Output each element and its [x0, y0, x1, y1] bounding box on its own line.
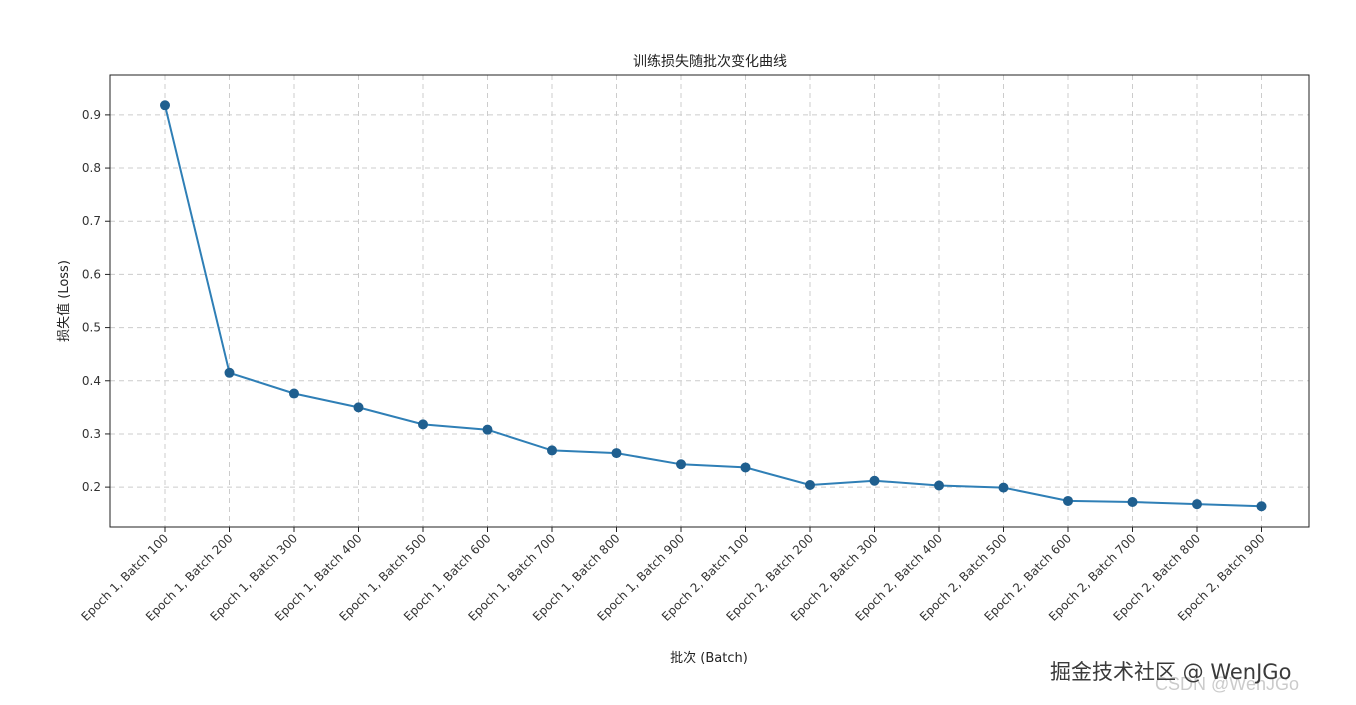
data-point — [353, 402, 364, 413]
data-point — [805, 479, 815, 490]
grid — [110, 75, 1309, 527]
y-tick-label: 0.8 — [82, 161, 101, 175]
data-point — [611, 448, 622, 459]
series — [160, 100, 1267, 512]
data-point — [160, 100, 170, 111]
data-point — [998, 482, 1009, 493]
y-tick-label: 0.3 — [82, 427, 101, 441]
y-axis: 0.2 0.3 0.4 0.5 0.6 0.7 0.8 0.9 — [82, 108, 110, 494]
data-point — [1256, 501, 1267, 512]
data-point — [740, 462, 751, 473]
data-point — [224, 367, 235, 378]
data-point — [418, 419, 428, 430]
data-point — [1127, 497, 1138, 508]
data-point — [934, 480, 944, 491]
data-point — [1192, 499, 1202, 510]
data-point — [1063, 495, 1073, 506]
data-point — [289, 388, 299, 399]
data-point — [869, 475, 880, 486]
data-point — [482, 424, 493, 435]
data-point — [547, 445, 557, 456]
chart-title: 训练损失随批次变化曲线 — [633, 54, 787, 70]
y-tick-label: 0.7 — [82, 214, 101, 228]
y-axis-label: 损失值 (Loss) — [56, 260, 72, 342]
plot-area-frame — [109, 74, 1310, 528]
x-axis-label: 批次 (Batch) — [670, 650, 748, 666]
y-tick-label: 0.2 — [82, 480, 101, 494]
data-point — [676, 459, 686, 470]
csdn-watermark: CSDN @WenJGo — [1155, 674, 1299, 694]
y-tick-label: 0.4 — [82, 374, 101, 388]
y-tick-label: 0.6 — [82, 267, 101, 281]
y-tick-label: 0.9 — [82, 108, 101, 122]
series-line — [164, 105, 1262, 508]
y-tick-label: 0.5 — [82, 321, 101, 335]
juejin-watermark: 掘金技术社区 @ WenJGo — [1050, 660, 1292, 684]
